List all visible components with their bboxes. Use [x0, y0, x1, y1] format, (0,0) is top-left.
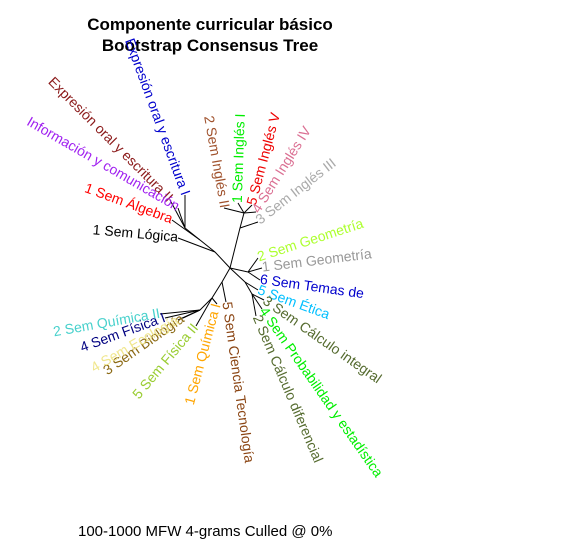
leaf-label: 5 Sem Ciencia Tecnología — [219, 301, 257, 464]
branch-R-B — [230, 228, 240, 268]
leaf-branch — [178, 238, 215, 252]
branch-B-B1 — [240, 213, 244, 228]
leaf-branch — [240, 222, 258, 228]
leaf-label: 1 Sem Inglés I — [229, 113, 248, 203]
leaf-branch — [248, 272, 260, 280]
leaf-branch — [222, 282, 226, 302]
leaf-branch — [160, 310, 200, 314]
branch-R-E — [222, 268, 230, 282]
branch-R-A — [215, 252, 230, 268]
footer-caption: 100-1000 MFW 4-grams Culled @ 0% — [78, 523, 333, 540]
leaf-label: 1 Sem Química I — [181, 302, 223, 407]
branch-A-A1 — [200, 240, 215, 252]
branch-E-E1 — [212, 282, 222, 298]
